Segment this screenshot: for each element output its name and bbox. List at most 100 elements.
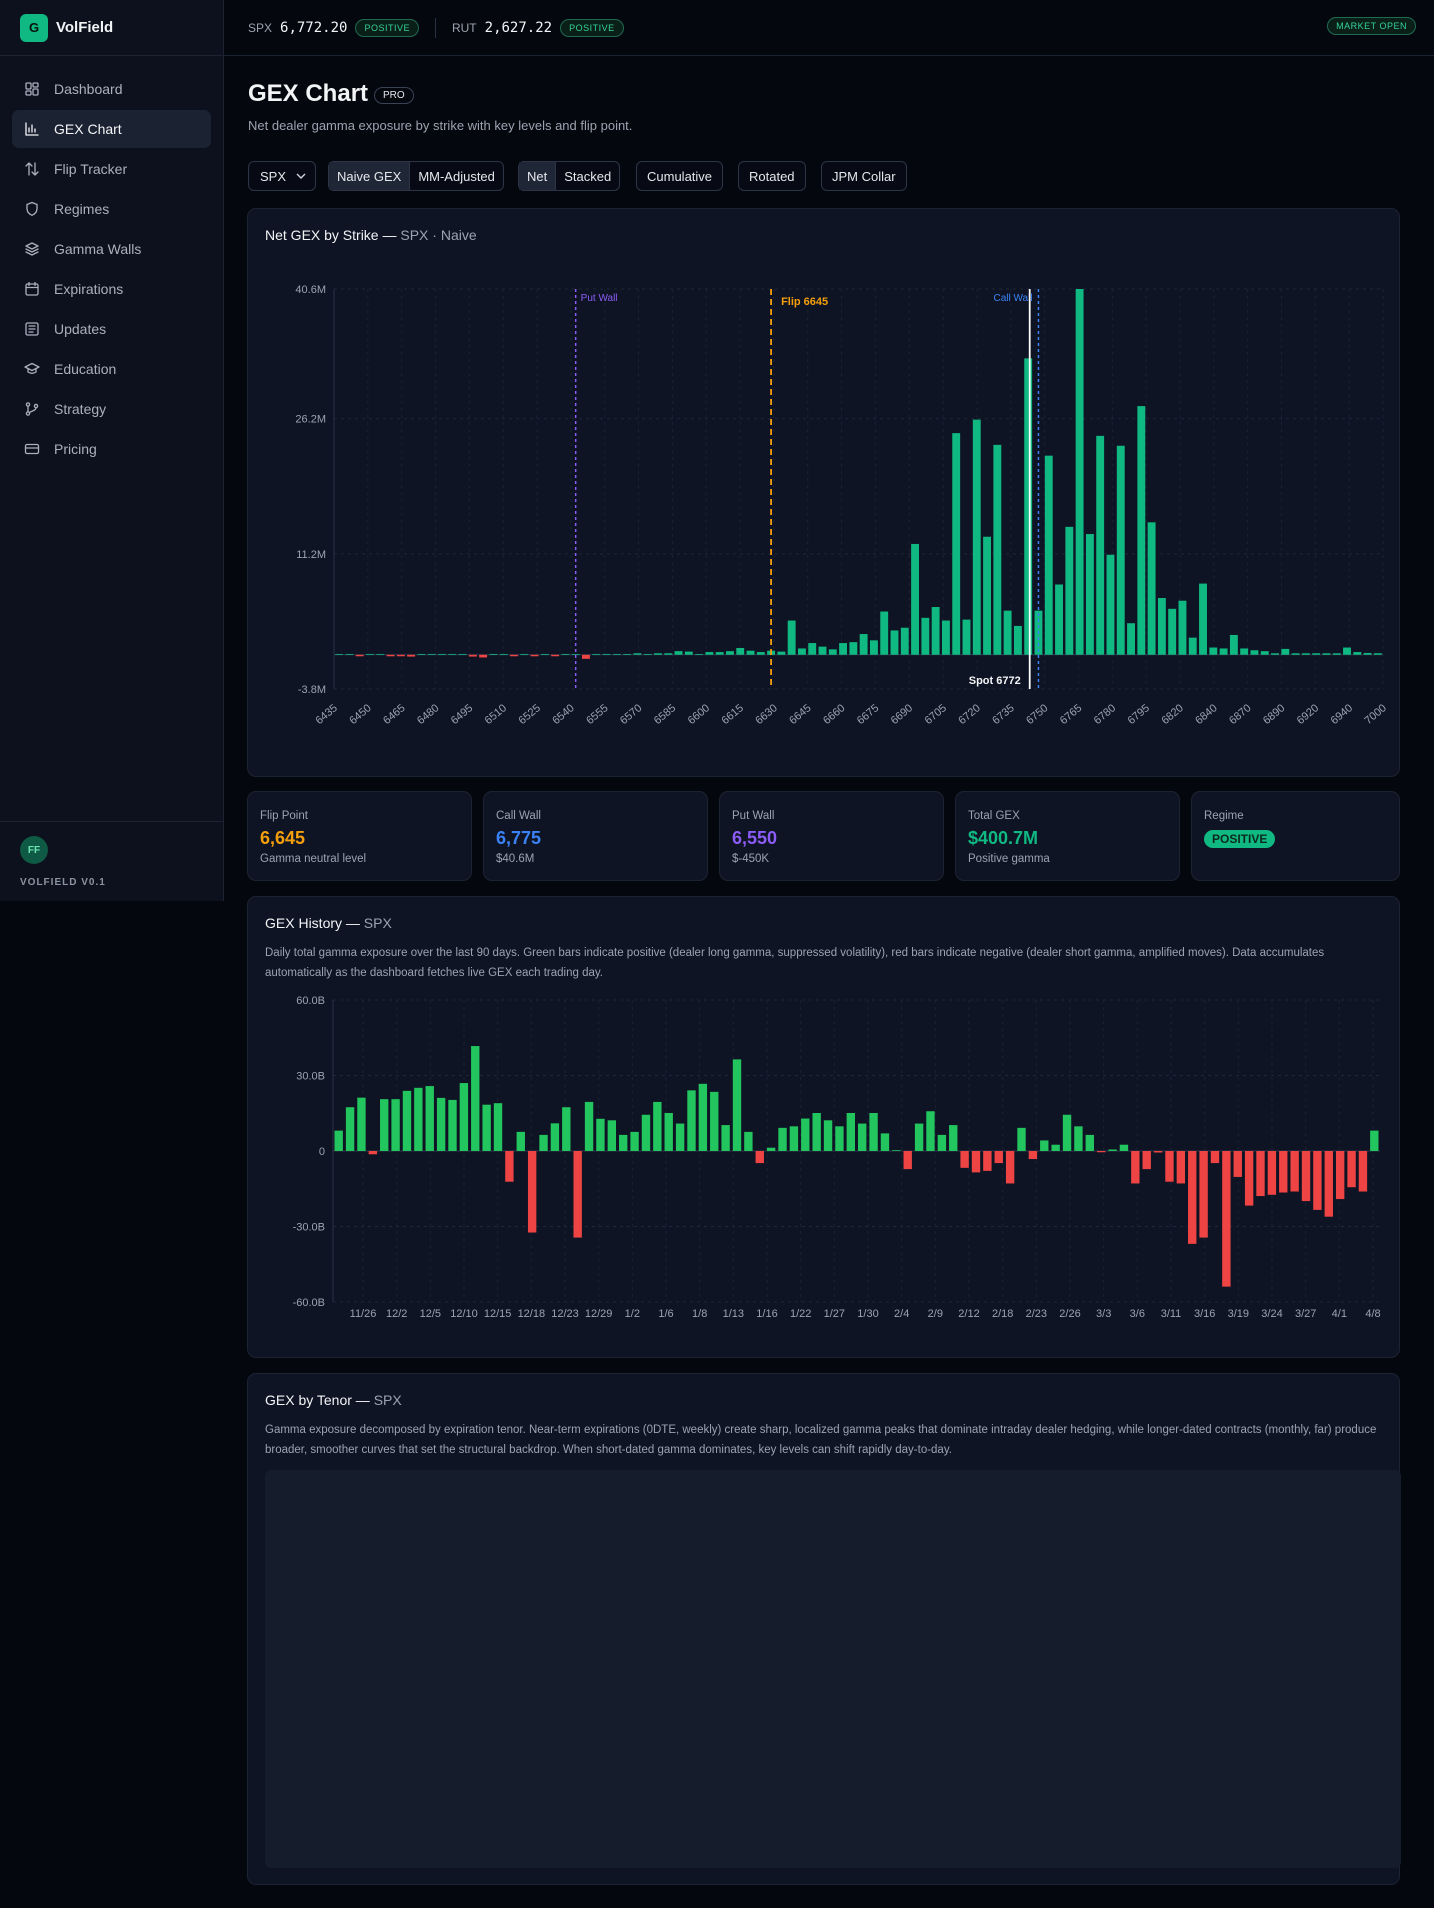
- strike-bar: [633, 653, 642, 655]
- strike-bar: [1085, 534, 1094, 655]
- sidebar-item-label: GEX Chart: [54, 121, 122, 137]
- strike-bar: [499, 653, 508, 655]
- strike-bar: [623, 653, 632, 655]
- history-bar: [493, 1103, 503, 1151]
- sidebar-item-regimes[interactable]: Regimes: [12, 190, 211, 228]
- history-title-main: GEX History —: [265, 915, 360, 931]
- strike-bar: [1137, 406, 1146, 655]
- x-tick-label: 12/5: [420, 1308, 441, 1320]
- strike-bar: [1219, 648, 1228, 655]
- brand[interactable]: G VolField: [0, 0, 223, 56]
- stat-label: Regime: [1204, 810, 1244, 822]
- sidebar: G VolField Dashboard GEX Chart Flip Tracke…: [0, 0, 224, 901]
- strike-bar: [1157, 598, 1166, 655]
- strike-bar: [1044, 455, 1053, 655]
- strike-bar: [1116, 445, 1125, 655]
- mm-adjusted-button[interactable]: MM-Adjusted: [409, 162, 503, 190]
- ticker-symbol: RUT: [451, 20, 477, 35]
- ticker-price: 2,627.22: [484, 19, 553, 36]
- history-bar: [1347, 1151, 1356, 1188]
- market-status-badge: MARKET OPEN: [1327, 17, 1416, 35]
- history-bar: [1074, 1126, 1083, 1151]
- x-tick-label: 1/30: [857, 1308, 878, 1320]
- history-bar: [937, 1134, 947, 1151]
- strike-bar: [417, 653, 426, 655]
- strike-bar: [869, 640, 878, 655]
- strike-bar: [1024, 358, 1033, 655]
- net-view-button[interactable]: Net: [519, 162, 556, 190]
- history-bar: [1028, 1151, 1038, 1160]
- sidebar-item-label: Dashboard: [54, 81, 123, 97]
- flip-point-card: Flip Point 6,645 Gamma neutral level: [247, 791, 472, 881]
- naive-gex-button[interactable]: Naive GEX: [329, 162, 410, 190]
- history-bar: [505, 1151, 514, 1182]
- strike-bar: [983, 536, 991, 655]
- history-bar: [1290, 1151, 1299, 1192]
- history-bar: [835, 1126, 844, 1151]
- x-tick-label: 6735: [990, 702, 1016, 727]
- brand-name: VolField: [56, 19, 114, 36]
- sidebar-item-pricing[interactable]: Pricing: [12, 430, 211, 468]
- history-bar: [471, 1046, 480, 1151]
- history-bar: [641, 1114, 651, 1151]
- sidebar-item-flip-tracker[interactable]: Flip Tracker: [12, 150, 211, 188]
- history-bar: [1165, 1151, 1174, 1182]
- stat-label: Total GEX: [968, 810, 1020, 822]
- history-bar: [1301, 1151, 1311, 1202]
- strike-bar: [808, 643, 817, 655]
- symbol-select[interactable]: SPX: [248, 161, 316, 191]
- x-tick-label: 2/12: [958, 1308, 979, 1320]
- sidebar-item-gex-chart[interactable]: GEX Chart: [12, 110, 211, 148]
- history-bar: [1267, 1151, 1277, 1195]
- strike-bar: [736, 648, 745, 655]
- arrows-updown-icon: [24, 161, 40, 177]
- strike-bar: [839, 643, 848, 655]
- gex-tenor-panel: GEX by Tenor — SPX Gamma exposure decomp…: [247, 1373, 1401, 1885]
- strike-bar: [510, 654, 518, 657]
- history-bar: [448, 1099, 457, 1151]
- sidebar-item-education[interactable]: Education: [12, 350, 211, 388]
- history-bar: [539, 1134, 548, 1151]
- x-tick-label: 6585: [652, 702, 678, 727]
- newspaper-icon: [24, 321, 40, 337]
- strike-bar: [684, 651, 693, 655]
- strike-bar: [859, 634, 868, 655]
- history-bar: [710, 1091, 719, 1151]
- history-bar: [345, 1107, 355, 1151]
- history-bar: [1005, 1151, 1015, 1184]
- x-tick-label: 6645: [787, 702, 813, 727]
- x-tick-label: 6465: [381, 702, 407, 727]
- total-gex-card: Total GEX $400.7M Positive gamma: [955, 791, 1180, 881]
- x-tick-label: 6890: [1261, 702, 1287, 727]
- x-tick-label: 2/18: [992, 1308, 1013, 1320]
- cumulative-toggle[interactable]: Cumulative: [636, 161, 724, 191]
- strike-bar: [427, 653, 436, 655]
- stat-label: Call Wall: [496, 810, 541, 822]
- avatar[interactable]: FF: [20, 836, 48, 864]
- history-bar: [1370, 1130, 1379, 1151]
- sidebar-item-dashboard[interactable]: Dashboard: [12, 70, 211, 108]
- history-bar: [778, 1127, 787, 1151]
- x-tick-label: 4/8: [1365, 1308, 1380, 1320]
- sidebar-item-updates[interactable]: Updates: [12, 310, 211, 348]
- jpm-collar-toggle[interactable]: JPM Collar: [821, 161, 907, 191]
- strike-bar: [787, 620, 796, 655]
- sidebar-item-strategy[interactable]: Strategy: [12, 390, 211, 428]
- strike-bar: [952, 433, 961, 655]
- stacked-view-button[interactable]: Stacked: [555, 162, 619, 190]
- x-tick-label: 1/27: [824, 1308, 845, 1320]
- sidebar-item-gamma-walls[interactable]: Gamma Walls: [12, 230, 211, 268]
- flip-label: Flip 6645: [781, 296, 828, 308]
- strike-bar: [468, 654, 477, 657]
- strike-bar: [602, 653, 611, 655]
- sidebar-footer: FF VOLFIELD V0.1: [0, 821, 223, 901]
- rotated-toggle[interactable]: Rotated: [738, 161, 806, 191]
- sidebar-item-expirations[interactable]: Expirations: [12, 270, 211, 308]
- strike-chart: 40.6M 26.2M 11.2M -3.8M 6435 6450 6465 6480 6495…: [295, 284, 1389, 727]
- spot-label: Spot 6772: [969, 675, 1021, 687]
- strike-bar: [582, 654, 590, 659]
- history-bar: [1210, 1151, 1220, 1164]
- x-tick-label: 6795: [1126, 702, 1152, 727]
- strike-bar: [355, 654, 364, 657]
- strike-bar: [1332, 653, 1341, 655]
